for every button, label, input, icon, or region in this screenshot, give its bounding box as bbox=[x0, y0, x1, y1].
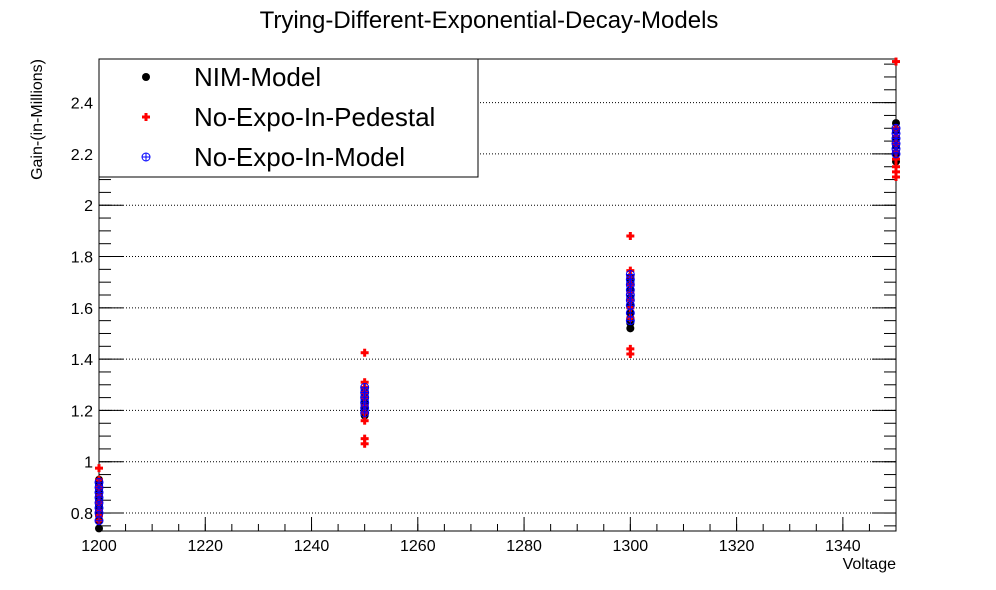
x-tick-label: 1300 bbox=[613, 538, 649, 555]
data-point-series-2 bbox=[625, 308, 635, 318]
data-point-series-2 bbox=[94, 477, 104, 487]
y-tick-label: 0.8 bbox=[71, 506, 93, 523]
x-axis: 1200 1220 1240 1260 1280 1300 1320 1340 bbox=[81, 517, 897, 555]
legend-box bbox=[98, 58, 479, 178]
data-point-series-0 bbox=[95, 524, 103, 533]
y-tick-label: 2.4 bbox=[71, 96, 93, 113]
legend-marker bbox=[141, 152, 151, 162]
legend-marker bbox=[142, 113, 150, 121]
y-tick-label: 1.2 bbox=[71, 403, 93, 420]
data-point-series-1 bbox=[626, 232, 635, 240]
x-tick-label: 1220 bbox=[187, 538, 223, 555]
y-tick-label: 1.8 bbox=[71, 250, 93, 267]
data-point-series-2 bbox=[360, 382, 370, 392]
data-point-series-1 bbox=[626, 344, 635, 353]
x-tick-label: 1280 bbox=[506, 538, 542, 555]
data-point-series-2 bbox=[625, 316, 635, 326]
y-tick-label: 1.4 bbox=[71, 352, 93, 369]
x-axis-label: Voltage bbox=[843, 556, 896, 573]
data-point-series-1 bbox=[360, 434, 369, 443]
x-tick-label: 1320 bbox=[719, 538, 755, 555]
data-point-series-2 bbox=[625, 269, 635, 279]
legend-label: NIM-Model bbox=[194, 62, 321, 92]
legend-label: No-Expo-In-Model bbox=[194, 142, 405, 172]
legend-label: No-Expo-In-Pedestal bbox=[194, 102, 435, 132]
x-tick-label: 1340 bbox=[825, 538, 861, 555]
data-point-series-2 bbox=[94, 516, 104, 526]
data-point-series-1 bbox=[892, 162, 900, 171]
x-tick-label: 1240 bbox=[294, 538, 330, 555]
y-tick-label: 1.6 bbox=[71, 301, 93, 318]
y-tick-label: 2.2 bbox=[71, 147, 93, 164]
x-tick-label: 1200 bbox=[81, 538, 117, 555]
chart-title: Trying-Different-Exponential-Decay-Model… bbox=[260, 7, 719, 34]
y-tick-label: 1 bbox=[84, 455, 93, 472]
data-point-series-1 bbox=[892, 57, 900, 66]
data-points bbox=[94, 57, 901, 533]
data-point-series-1 bbox=[95, 464, 103, 473]
x-tick-label: 1260 bbox=[400, 538, 436, 555]
data-point-series-2 bbox=[891, 123, 901, 133]
legend: NIM-Model No-Expo-In-Pedestal No-Expo-In-M… bbox=[98, 58, 479, 178]
data-point-series-1 bbox=[360, 348, 369, 357]
y-axis-label: Gain-(in-Millions) bbox=[29, 59, 46, 180]
y-tick-label: 2 bbox=[84, 198, 93, 215]
legend-marker bbox=[142, 73, 150, 81]
data-point-series-1 bbox=[360, 416, 369, 425]
